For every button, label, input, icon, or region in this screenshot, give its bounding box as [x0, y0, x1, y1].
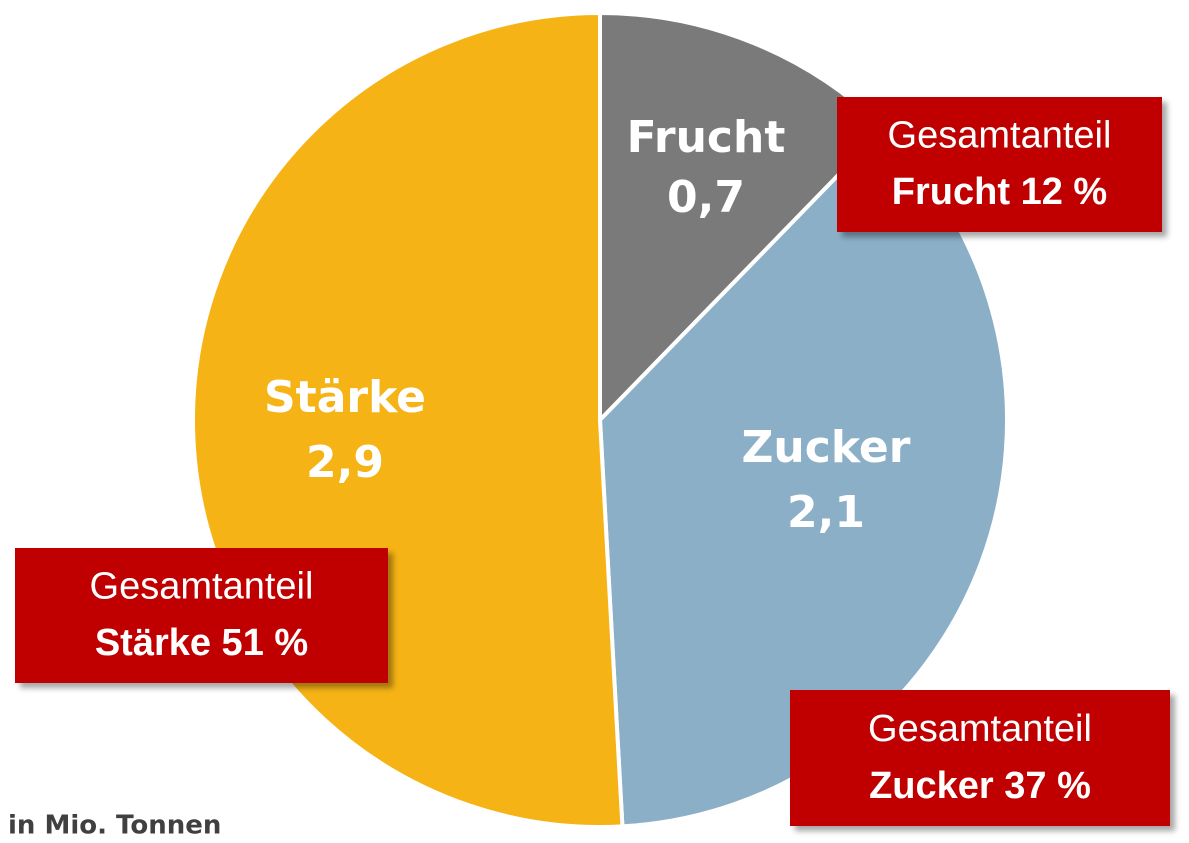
callout-title: Gesamtanteil [888, 115, 1112, 157]
unit-note: in Mio. Tonnen [8, 811, 221, 841]
labels: Frucht 0,7 Zucker 2,1 Stärke 2,9 Gesamtanteil F… [15, 97, 1170, 826]
slice-category: Zucker [742, 422, 911, 473]
callout-box [837, 97, 1162, 232]
callout-title: Gesamtanteil [868, 708, 1092, 750]
callout-title: Gesamtanteil [90, 566, 314, 608]
callout-label: Frucht 12 % [892, 171, 1107, 213]
slice-value: 2,9 [306, 437, 384, 488]
slice-category: Stärke [264, 372, 426, 423]
callout-box [790, 690, 1170, 826]
slice-category: Frucht [627, 112, 786, 163]
callout-box [15, 548, 388, 683]
callout-label: Stärke 51 % [95, 622, 308, 664]
slice-value: 0,7 [667, 172, 745, 223]
slice-value: 2,1 [787, 487, 865, 538]
callout-label: Zucker 37 % [869, 765, 1091, 807]
pie-slice [597, 125, 1009, 829]
